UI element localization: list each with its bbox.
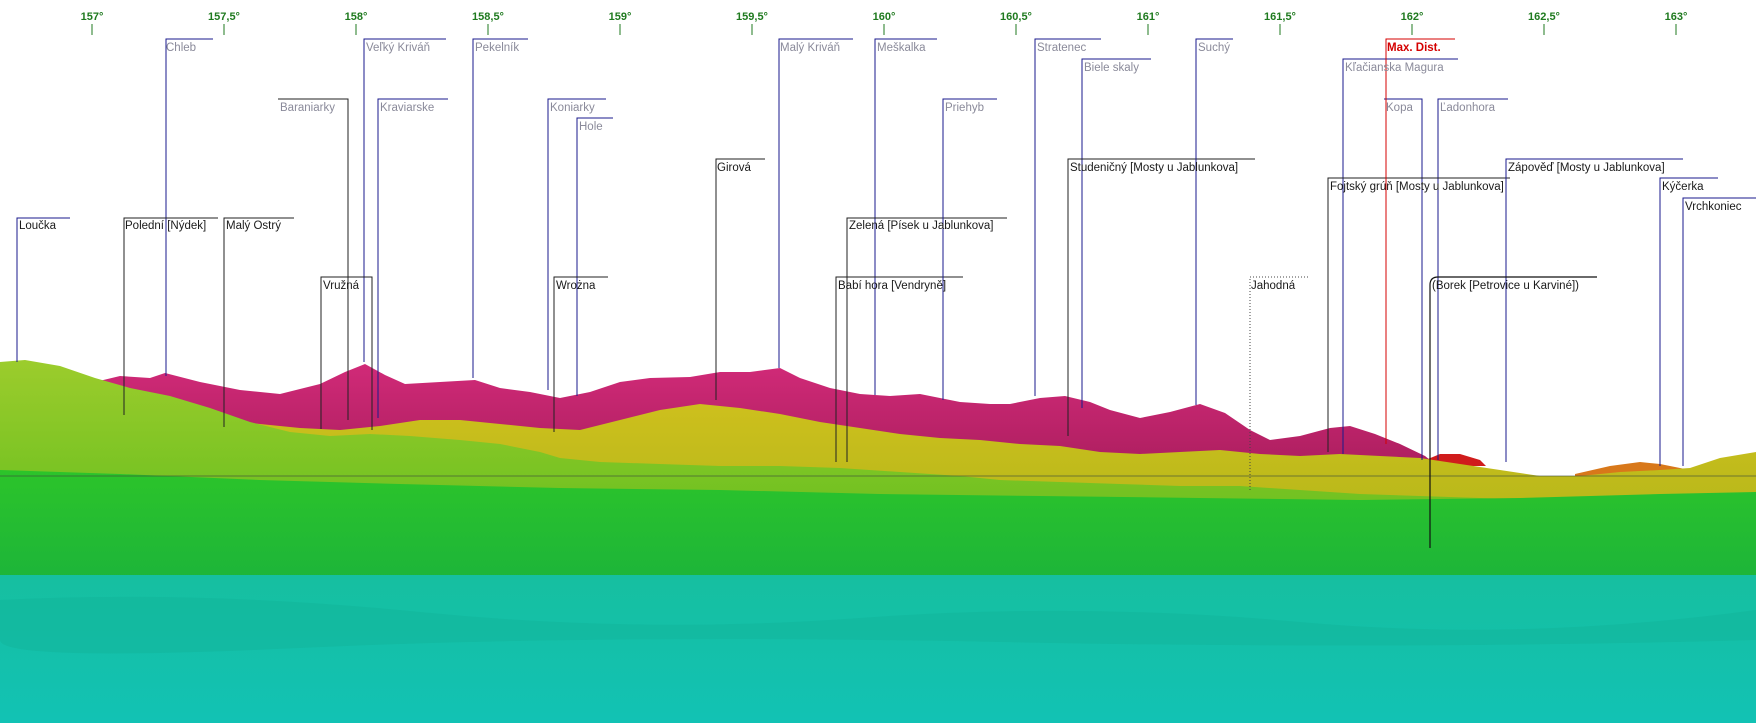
peak-label-koniarky: Koniarky (550, 102, 595, 114)
peak-label-vruzna: Vružná (323, 280, 360, 292)
peak-label-loucka: Loučka (19, 220, 57, 232)
ground-teal (0, 575, 1756, 723)
peak-label-priehyb: Priehyb (945, 102, 984, 114)
tick-label: 158,5° (472, 11, 504, 23)
tick-label: 162° (1401, 11, 1424, 23)
peak-label-studenicny: Studeničný [Mosty u Jablunkova] (1070, 162, 1238, 174)
peak-label-suchy: Suchý (1198, 42, 1230, 54)
peak-label-maly-ostry: Malý Ostrý (226, 220, 281, 232)
tick-label: 159,5° (736, 11, 768, 23)
peak-label-baraniarky: Baraniarky (280, 102, 335, 114)
tick-label: 158° (345, 11, 368, 23)
peak-label-wrozna: Wrożna (556, 280, 596, 292)
tick-label: 160° (873, 11, 896, 23)
peak-label-ladonhora: Ľadonhora (1440, 102, 1496, 114)
ridge-near-lightgreen (0, 360, 1756, 520)
peak-leaders (16, 38, 1756, 466)
max-dist-label: Max. Dist. (1387, 42, 1441, 54)
peak-label-babi-hora: Babí hora [Vendryně] (838, 280, 946, 292)
peak-label-jahodna: Jahodná (1251, 280, 1296, 292)
tick-label: 159° (609, 11, 632, 23)
peak-label-zapoved: Zápověď [Mosty u Jablunkova] (1508, 162, 1665, 174)
tick-label: 160,5° (1000, 11, 1032, 23)
tick-label: 163° (1665, 11, 1688, 23)
peak-label-kycerka: Kýčerka (1662, 181, 1704, 193)
borek-leader (1429, 276, 1597, 548)
tick-label: 162,5° (1528, 11, 1560, 23)
peak-label-borek: (Borek [Petrovice u Karviné]) (1432, 280, 1579, 292)
peak-label-klacianska-magura: Kľačianska Magura (1345, 62, 1444, 74)
peak-label-maly-krivan: Malý Kriváň (780, 42, 840, 54)
peak-label-kopa: Kopa (1386, 102, 1413, 114)
peak-label-velky-krivan: Veľký Kriváň (366, 42, 430, 54)
tick-label: 157,5° (208, 11, 240, 23)
peak-label-fojtsky-grun: Fojtský grúň [Mosty u Jablunkova] (1330, 181, 1504, 193)
ground-green (0, 470, 1756, 585)
max-dist-leader (1385, 38, 1455, 444)
peak-label-kraviarske: Kraviarske (380, 102, 434, 114)
peak-label-meskalka: Meškalka (877, 42, 926, 54)
peak-label-hole: Hole (579, 121, 603, 133)
jahodna-leader (1249, 276, 1308, 490)
peak-label-girova: Girová (717, 162, 751, 174)
degree-scale (91, 24, 1677, 35)
peak-label-chleb: Chleb (166, 42, 196, 54)
tick-label: 161,5° (1264, 11, 1296, 23)
tick-label: 157° (81, 11, 104, 23)
peak-label-poledni: Polední [Nýdek] (125, 220, 206, 232)
peak-label-vrchkoniec: Vrchkoniec (1685, 201, 1742, 213)
ground-teal-shading (0, 596, 1756, 654)
peak-label-pekelnik: Pekelník (475, 42, 519, 54)
peak-label-biele-skaly: Biele skaly (1084, 62, 1139, 74)
peak-label-zelena: Zelená [Písek u Jablunkova] (849, 220, 993, 232)
tick-label: 161° (1137, 11, 1160, 23)
peak-label-stratenec: Stratenec (1037, 42, 1086, 54)
